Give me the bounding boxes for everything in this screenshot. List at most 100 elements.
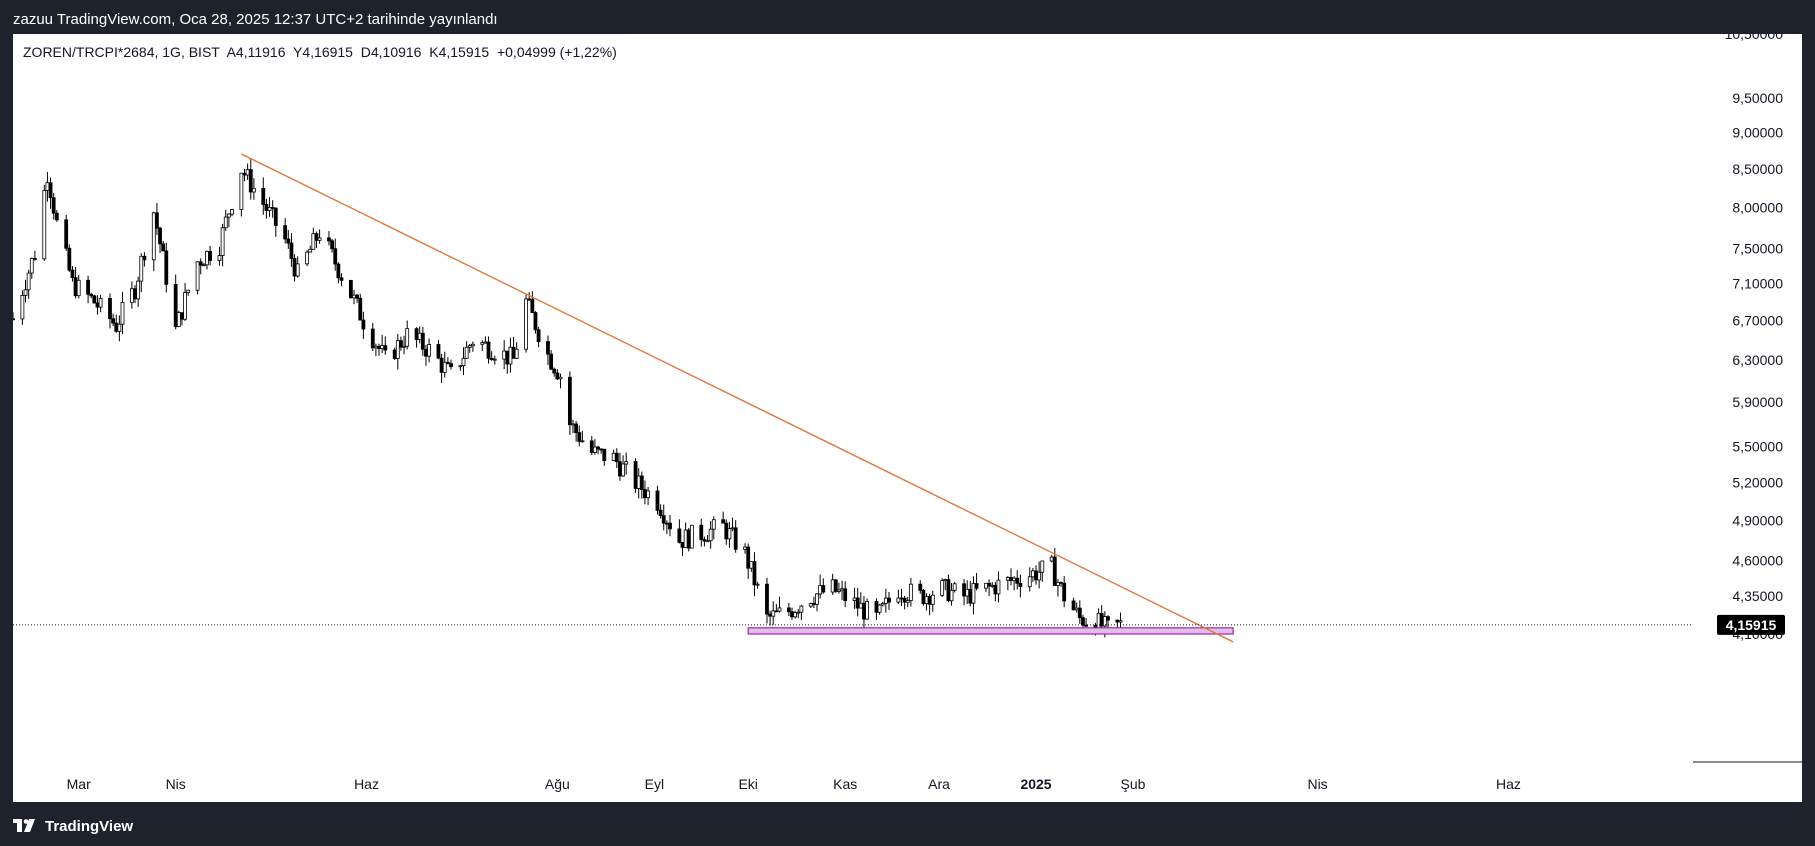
candle-body [571,423,575,426]
candle-body [924,596,929,605]
candle-body [183,292,187,320]
candle-body [533,312,538,331]
time-tick-label: Eyl [645,776,664,792]
candle-body [230,209,234,215]
price-tick-label: 4,90000 [1732,512,1783,528]
candle-body [317,237,322,241]
candle-body [1099,612,1104,627]
candle-body [395,340,400,359]
candle-body [1012,577,1017,581]
price-tick-label: 8,00000 [1732,200,1783,216]
candle-body [974,583,979,589]
candle-body [724,522,729,540]
candle-body [29,258,34,274]
candle-body [777,607,782,612]
candle-body [1040,560,1045,573]
candle-body [1037,571,1042,581]
candle-body [374,345,378,349]
candle-body [1052,556,1057,586]
candle-body [139,255,144,282]
price-tick-label: 9,50000 [1732,90,1783,106]
candle-body [755,583,760,586]
candle-body [1062,582,1067,602]
candle-body [1102,616,1107,627]
candle-body [883,597,888,604]
candle-body [23,289,28,296]
candle-body [355,294,360,299]
candle-body [658,509,663,517]
candle-body [1009,577,1013,581]
candle-body [633,461,638,489]
candle-body [308,248,313,253]
candle-body [746,546,751,569]
candle-body [201,264,206,267]
candle-body [352,294,356,299]
candle-body [339,277,344,281]
candle-body [245,169,250,176]
candle-body [1077,607,1082,619]
candle-body [639,475,644,490]
candle-body [370,328,375,349]
price-tick-label: 8,50000 [1732,161,1783,177]
candle-body [486,341,491,359]
candle-body [686,529,691,549]
candle-body [311,233,316,250]
candle-body [424,348,428,357]
candle-body [1118,620,1123,623]
candle-body [198,261,203,266]
tradingview-logo-icon [13,819,39,833]
time-tick-label: Ağu [545,776,570,792]
candle-body [646,490,650,499]
candle-body [73,277,78,297]
candle-body [26,272,31,291]
candle-body [833,579,838,592]
candle-body [599,448,604,451]
candle-body [195,261,200,291]
candle-body [13,318,15,321]
candle-body [208,251,212,261]
candle-body [968,588,973,604]
candle-body [952,583,957,591]
candle-body [420,332,425,350]
candle-body [721,519,726,524]
support-zone [747,627,1234,635]
candle-body [98,298,103,308]
price-tick-label: 4,35000 [1732,588,1783,604]
candle-body [1030,570,1035,578]
footer-brand-label: TradingView [45,817,134,835]
candle-body [1059,582,1063,584]
candle-body [449,363,453,368]
price-axis: 10,50000 9,50000 9,00000 8,50000 8,00000 7,50… [1725,34,1784,642]
candle-body [705,540,710,543]
candle-body [427,344,431,357]
candle-body [546,341,550,355]
candle-body [186,289,191,293]
candle-body [20,295,25,320]
candle-body [383,345,388,351]
publish-info-text: zazuu TradingView.com, Oca 28, 2025 12:3… [13,11,498,28]
footer-brand[interactable]: TradingView [13,814,133,838]
candle-body [292,258,297,277]
candle-body [442,361,447,373]
price-chart[interactable]: 10,50000 9,50000 9,00000 8,50000 8,00000 7,50… [13,34,1802,802]
candle-body [505,350,510,365]
time-tick-label: 2025 [1020,776,1051,792]
chart-pane[interactable]: 10,50000 9,50000 9,00000 8,50000 8,00000 7,50… [13,34,1802,802]
last-price-badge [1717,614,1785,635]
time-axis: Mar Nis Haz Ağu Eyl Eki Kas Ara 2025 Şub Nis Haz [67,776,1521,792]
time-tick-label: Kas [833,776,857,792]
candle-body [461,357,466,367]
time-tick-label: Haz [354,776,379,792]
candle-body [614,452,619,463]
candles [13,159,1123,638]
candle-body [1106,616,1110,621]
candle-body [708,528,713,542]
candle-body [643,489,647,499]
candle-body [683,529,688,548]
candle-body [489,357,494,361]
candle-body [361,319,366,330]
candle-body [414,328,419,340]
candle-body [524,298,528,350]
candle-body [815,593,819,605]
candle-body [527,298,532,301]
